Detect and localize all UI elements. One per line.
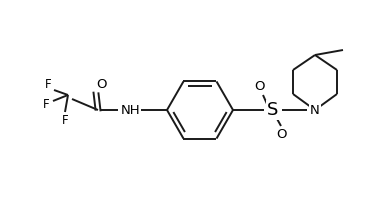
Text: NH: NH	[121, 103, 141, 117]
Text: F: F	[45, 78, 51, 91]
Text: O: O	[255, 80, 265, 92]
Text: N: N	[310, 103, 320, 117]
Text: F: F	[62, 113, 68, 127]
Text: O: O	[97, 78, 107, 91]
Text: F: F	[43, 99, 49, 112]
Text: O: O	[277, 128, 287, 141]
Text: S: S	[267, 101, 279, 119]
